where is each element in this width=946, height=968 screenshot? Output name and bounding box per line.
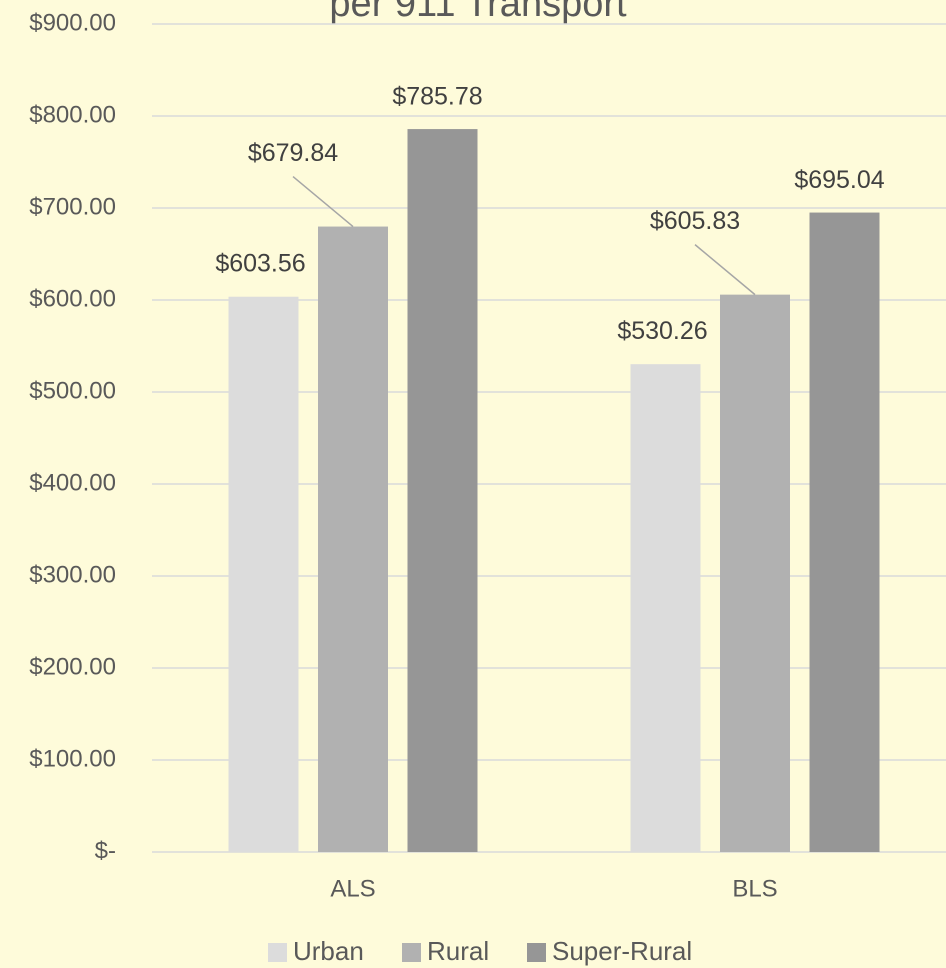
y-tick-label: $600.00 — [29, 285, 116, 312]
legend-label: Urban — [293, 936, 364, 966]
value-label: $603.56 — [215, 249, 305, 277]
legend-label: Rural — [427, 936, 489, 966]
y-tick-label: $700.00 — [29, 193, 116, 220]
y-tick-label: $400.00 — [29, 469, 116, 496]
bar — [407, 129, 478, 852]
bar — [720, 294, 790, 852]
legend-swatch — [268, 943, 287, 962]
value-label: $679.84 — [248, 139, 338, 167]
legend-swatch — [402, 943, 421, 962]
y-tick-label: $300.00 — [29, 561, 116, 588]
bar — [630, 364, 701, 852]
y-tick-label: $800.00 — [29, 101, 116, 128]
chart-title: per 911 Transport — [329, 0, 627, 25]
y-tick-label: $900.00 — [29, 9, 116, 36]
x-tick-label: BLS — [732, 875, 777, 902]
value-label: $785.78 — [392, 83, 482, 111]
y-tick-label: $500.00 — [29, 377, 116, 404]
x-tick-label: ALS — [330, 875, 375, 902]
leader-line — [292, 175, 354, 228]
y-tick-label: $- — [95, 837, 116, 864]
value-label: $530.26 — [617, 317, 707, 345]
y-tick-label: $100.00 — [29, 745, 116, 772]
bar — [228, 296, 299, 852]
bar — [318, 226, 388, 853]
value-label: $695.04 — [794, 166, 884, 194]
value-label: $605.83 — [650, 207, 740, 235]
legend-label: Super-Rural — [552, 936, 692, 966]
y-tick-label: $200.00 — [29, 653, 116, 680]
leader-line — [694, 244, 756, 296]
legend-swatch — [527, 943, 546, 962]
bar — [809, 212, 880, 852]
